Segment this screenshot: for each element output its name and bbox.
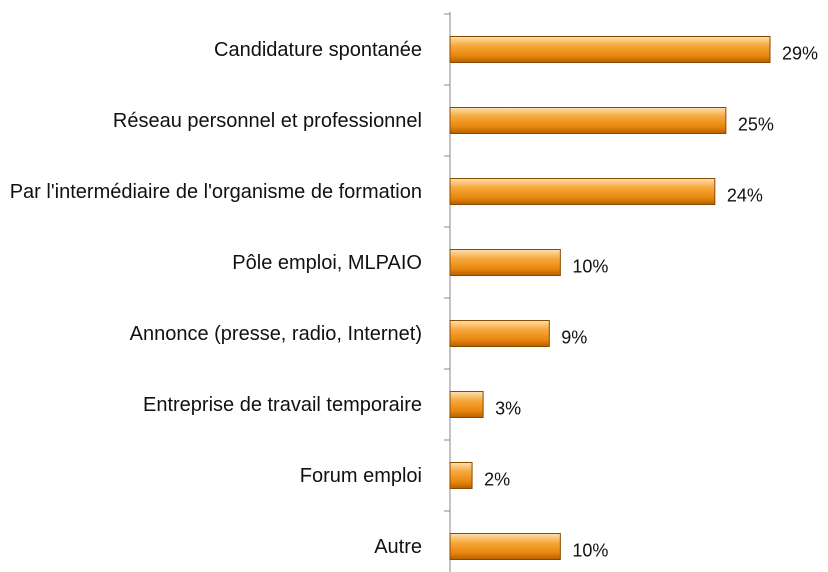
value-label: 3%: [495, 398, 522, 418]
category-label: Forum emploi: [299, 464, 422, 487]
bar: [449, 249, 561, 276]
bar: [449, 107, 727, 134]
category-label: Pôle emploi, MLPAIO: [232, 251, 422, 274]
category-label: Réseau personnel et professionnel: [112, 109, 422, 132]
value-label: 10%: [572, 256, 609, 276]
category-label: Par l'intermédiaire de l'organisme de fo…: [9, 180, 422, 203]
bar: [449, 36, 771, 63]
bar: [449, 178, 716, 205]
category-label: Annonce (presse, radio, Internet): [129, 322, 422, 345]
category-label: Autre: [374, 535, 422, 558]
bar: [449, 462, 473, 489]
bar: [449, 320, 550, 347]
value-label: 2%: [484, 469, 511, 489]
bar: [449, 533, 561, 560]
value-label: 29%: [782, 43, 819, 63]
value-label: 10%: [572, 540, 609, 560]
value-label: 9%: [561, 327, 588, 347]
category-label: Entreprise de travail temporaire: [142, 393, 422, 416]
value-label: 25%: [737, 114, 774, 134]
bar: [449, 391, 484, 418]
category-label: Candidature spontanée: [214, 38, 422, 61]
value-label: 24%: [726, 185, 763, 205]
